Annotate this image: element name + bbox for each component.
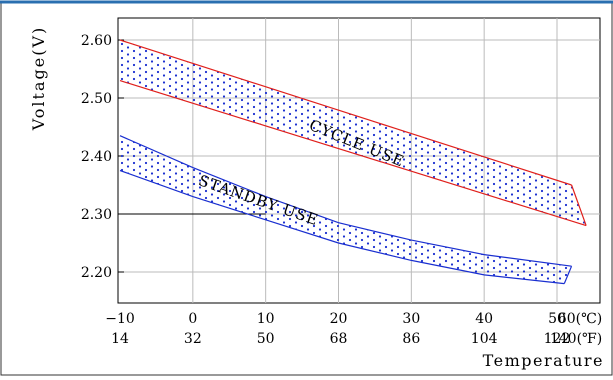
x-tick-label-fahrenheit: 104 <box>471 331 498 347</box>
x-tick-label-fahrenheit: 140(℉) <box>550 331 602 347</box>
band-fill-cycle-use <box>120 40 587 226</box>
x-tick-label-celsius: 0 <box>188 311 197 327</box>
series-lower-line <box>119 80 587 227</box>
x-tick-label-fahrenheit: 122 <box>544 331 571 347</box>
x-tick-label-fahrenheit: 50 <box>257 331 275 347</box>
y-tick-label: 2.60 <box>81 33 112 49</box>
x-tick-label-celsius: 60(℃) <box>558 311 602 327</box>
x-tick-label-fahrenheit: 14 <box>111 331 129 347</box>
y-tick-label: 2.20 <box>81 265 112 281</box>
series-lower-line <box>119 169 565 285</box>
x-axis-label: Temperature <box>483 351 604 370</box>
series-upper-line <box>119 135 572 267</box>
y-tick-label: 2.40 <box>81 149 112 165</box>
x-tick-label-celsius: 50 <box>548 311 566 327</box>
y-axis-label: Voltage(V) <box>29 26 48 132</box>
x-tick-label-celsius: 20 <box>330 311 348 327</box>
y-tick-label: 2.50 <box>81 91 112 107</box>
x-tick-label-celsius: −10 <box>105 311 135 327</box>
plot-area <box>117 17 601 304</box>
y-tick-label: 2.30 <box>81 207 112 223</box>
series-end-cap <box>563 265 573 284</box>
x-tick-label-fahrenheit: 86 <box>402 331 420 347</box>
x-tick-label-fahrenheit: 32 <box>184 331 202 347</box>
y-tick-labels: 2.60 2.50 2.40 2.30 2.20 <box>81 33 112 281</box>
series-bands <box>119 39 587 285</box>
grid <box>118 18 600 303</box>
series-upper-line <box>119 39 572 186</box>
series-end-cap <box>571 184 587 226</box>
x-tick-label-fahrenheit: 68 <box>330 331 348 347</box>
x-tick-label-celsius: 10 <box>257 311 275 327</box>
x-tick-label-celsius: 30 <box>402 311 420 327</box>
band-fill-standby-use <box>120 135 572 284</box>
x-tick-label-celsius: 40 <box>475 311 493 327</box>
